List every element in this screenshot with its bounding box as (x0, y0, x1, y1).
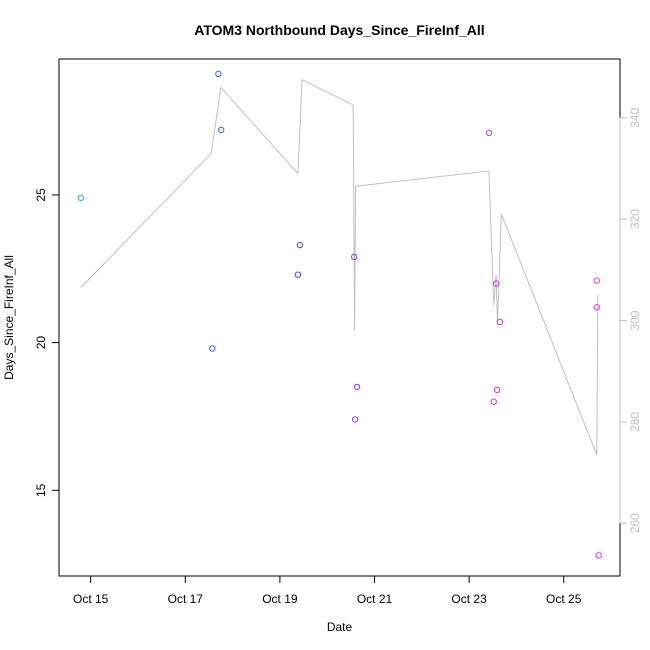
data-point (351, 253, 358, 261)
y2-tick-label: 320 (628, 209, 642, 229)
data-point (595, 552, 602, 559)
plot-area-frame (58, 58, 621, 577)
y-tick-label: 15 (34, 483, 48, 497)
x-tick-label: Oct 23 (451, 592, 487, 606)
y2-tick-label: 300 (628, 310, 642, 330)
y-tick-label: 25 (34, 188, 48, 202)
data-point (493, 386, 501, 394)
x-tick-label: Oct 21 (357, 592, 393, 606)
y-axis: 15 20 25 (34, 188, 60, 497)
y-tick-label: 20 (34, 336, 48, 350)
data-point (496, 318, 504, 326)
y2-tick-label: 280 (628, 412, 642, 432)
y2-tick-label: 340 (628, 107, 642, 127)
x-axis-label: Date (327, 620, 353, 634)
data-point (209, 345, 216, 352)
x-tick-label: Oct 19 (262, 592, 298, 606)
data-point (294, 271, 302, 278)
data-point (215, 70, 222, 78)
x-tick-label: Oct 15 (73, 592, 109, 606)
secondary-series-line (80, 79, 599, 456)
y2-tick-label: 260 (628, 513, 642, 533)
data-point (593, 277, 600, 284)
data-point (351, 416, 359, 423)
data-point (218, 126, 225, 134)
data-point (492, 280, 500, 287)
data-point (485, 129, 493, 137)
y2-axis: 260 280 300 320 340 (619, 107, 642, 533)
chart-title: ATOM3 Northbound Days_Since_FireInf_All (194, 22, 484, 38)
data-point (296, 241, 303, 249)
data-point (77, 194, 85, 202)
data-point (490, 398, 497, 405)
x-tick-label: Oct 17 (168, 592, 204, 606)
data-point (593, 304, 600, 311)
data-points (77, 70, 602, 559)
y-axis-label: Days_Since_FireInf_All (2, 255, 16, 380)
x-axis: Oct 15 Oct 17 Oct 19 Oct 21 Oct 23 Oct 25 (73, 575, 582, 606)
x-tick-label: Oct 25 (546, 592, 582, 606)
data-point (353, 383, 361, 391)
